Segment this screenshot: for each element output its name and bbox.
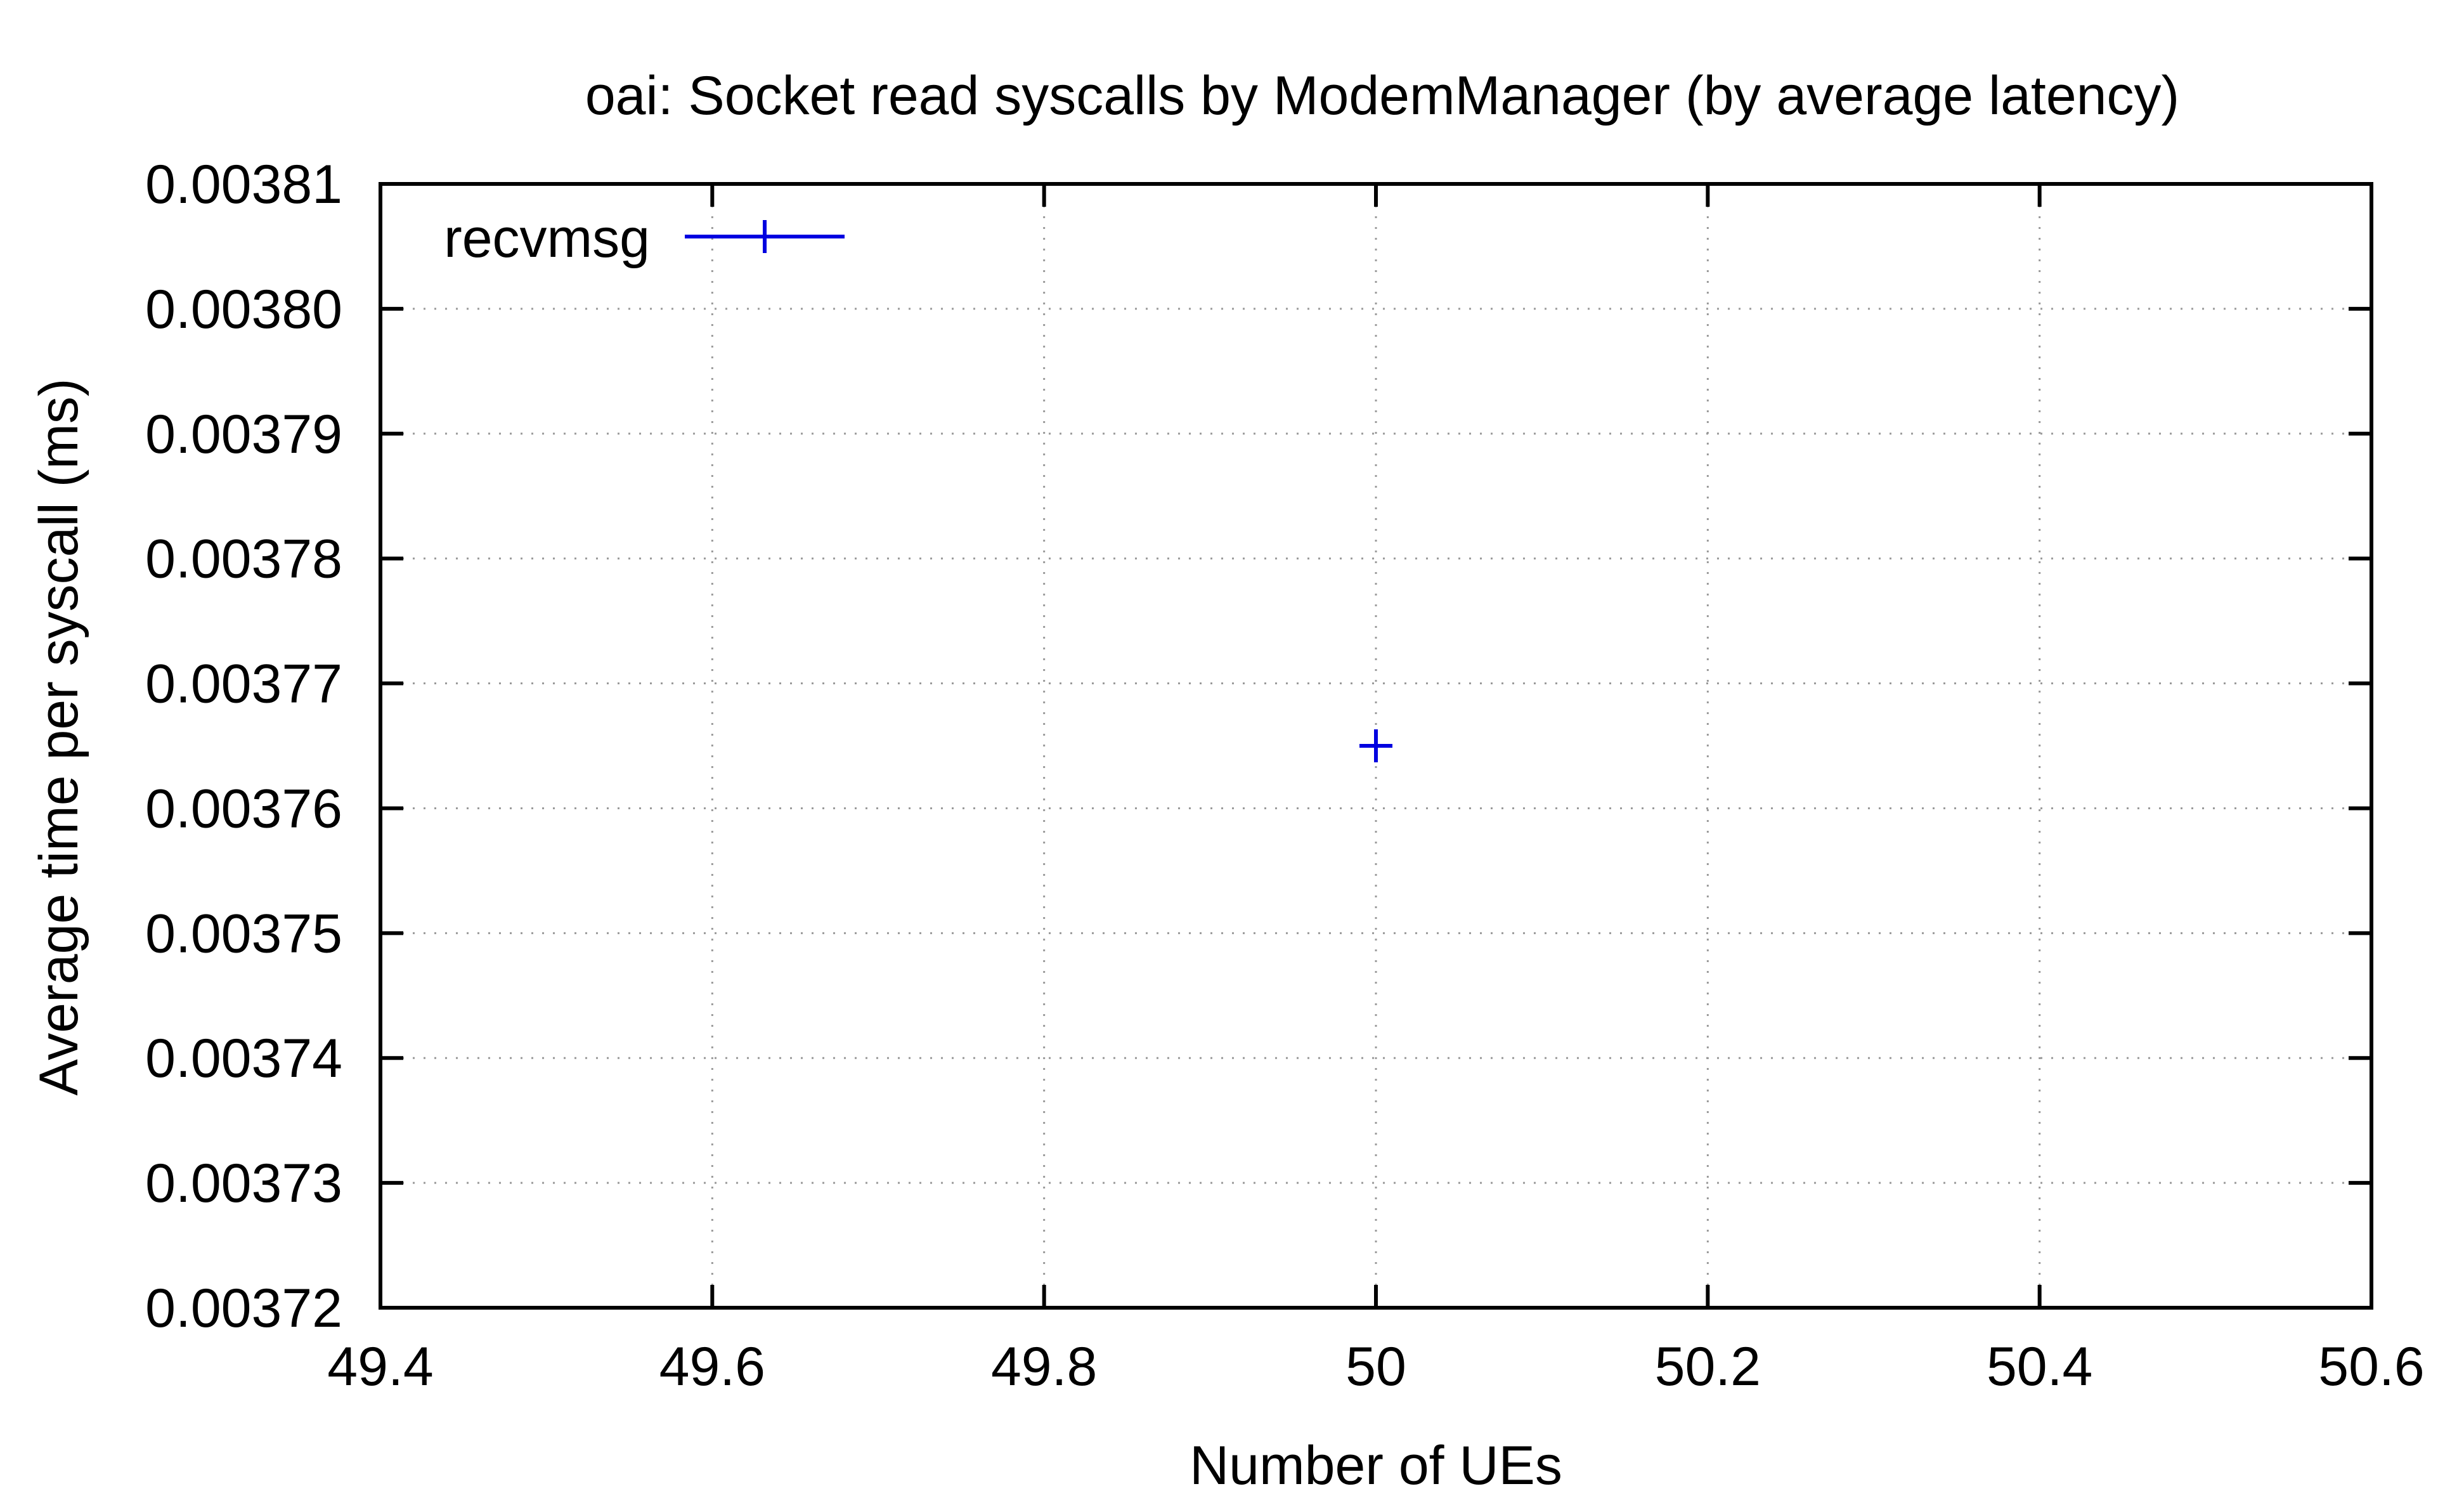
y-tick-label: 0.00376 <box>145 778 342 839</box>
data-point-recvmsg <box>1359 729 1392 762</box>
chart-title: oai: Socket read syscalls by ModemManage… <box>585 65 2179 126</box>
y-tick-label: 0.00373 <box>145 1153 342 1214</box>
legend: recvmsg <box>444 208 845 269</box>
y-tick-label: 0.00378 <box>145 529 342 590</box>
y-tick-label: 0.00379 <box>145 404 342 465</box>
axis-ticks <box>379 182 2373 1310</box>
legend-label-recvmsg: recvmsg <box>444 208 650 269</box>
y-axis-tick-labels: 0.00372 0.00373 0.00374 0.00375 0.00376 0.003… <box>145 154 342 1339</box>
x-axis-title: Number of UEs <box>1190 1435 1562 1496</box>
y-tick-label: 0.00372 <box>145 1278 342 1339</box>
y-tick-label: 0.00375 <box>145 903 342 964</box>
x-tick-label: 50.2 <box>1655 1336 1761 1397</box>
x-tick-label: 50 <box>1345 1336 1406 1397</box>
x-tick-label: 49.4 <box>327 1336 433 1397</box>
y-tick-label: 0.00374 <box>145 1028 342 1089</box>
y-axis-title: Average time per syscall (ms) <box>29 378 89 1095</box>
x-axis-tick-labels: 49.4 49.6 49.8 50 50.2 50.4 50.6 <box>327 1336 2424 1397</box>
legend-marker-recvmsg <box>748 220 781 253</box>
x-tick-label: 49.8 <box>991 1336 1097 1397</box>
x-tick-label: 49.6 <box>659 1336 765 1397</box>
y-tick-label: 0.00381 <box>145 154 342 215</box>
x-tick-label: 50.6 <box>2318 1336 2424 1397</box>
x-tick-label: 50.4 <box>1987 1336 2092 1397</box>
y-tick-label: 0.00377 <box>145 654 342 715</box>
series-layer <box>1359 729 1392 762</box>
y-tick-label: 0.00380 <box>145 279 342 340</box>
